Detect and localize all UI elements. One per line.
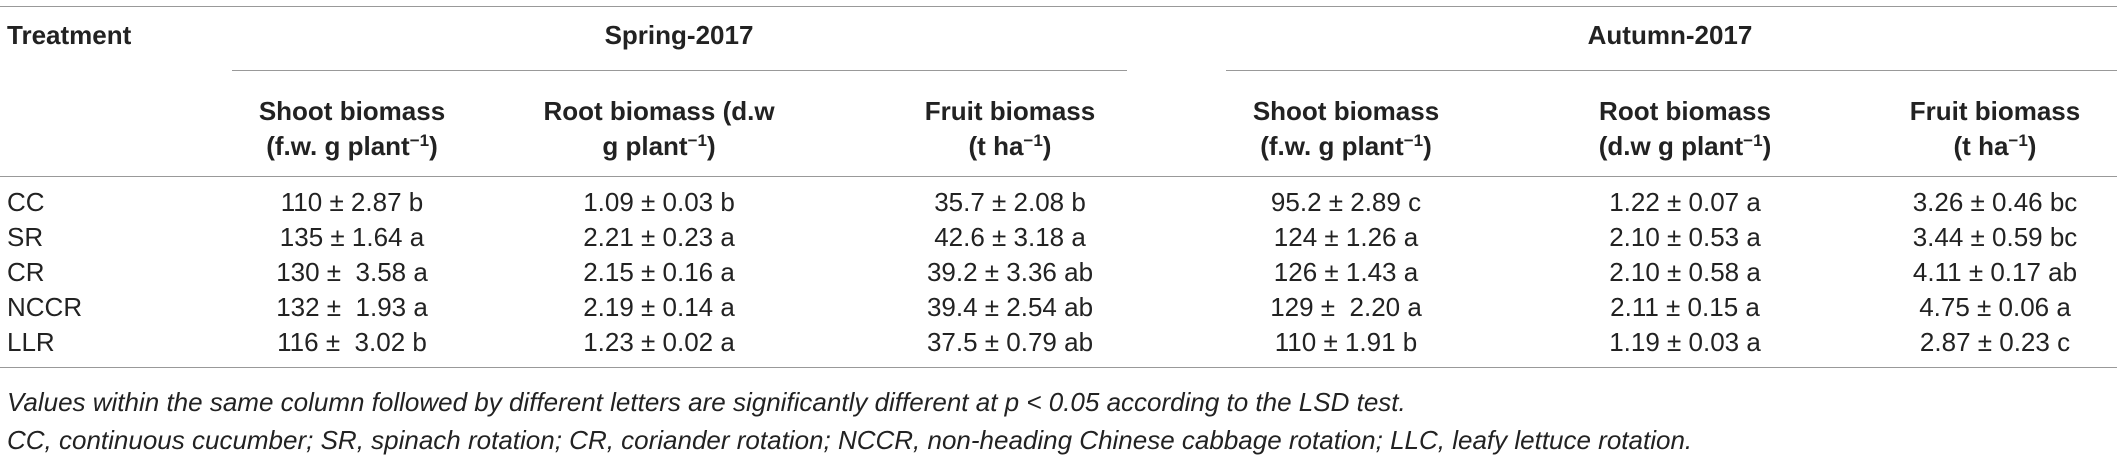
column-header: Shoot biomass	[258, 96, 446, 126]
rule	[1226, 70, 2117, 71]
cell: 1.09 ± 0.03 b	[583, 187, 735, 217]
header-part: )	[1762, 131, 1772, 161]
cell: 42.6 ± 3.18 a	[934, 222, 1086, 252]
cell: 3.26 ± 0.46 bc	[1912, 187, 2078, 217]
cell: 110 ± 1.91 b	[1274, 327, 1418, 357]
row-label: LLR	[7, 327, 55, 357]
column-header: Shoot biomass	[1252, 96, 1440, 126]
header-part: )	[1423, 131, 1432, 161]
column-header: (t ha−1)	[1953, 131, 2037, 161]
rule	[232, 70, 1127, 71]
group-header: Spring-2017	[604, 20, 754, 50]
cell: 110 ± 2.87 b	[280, 187, 424, 217]
header-part: )	[2027, 131, 2037, 161]
header-part: −1	[1743, 131, 1763, 150]
cell: 135 ± 1.64 a	[279, 222, 425, 252]
cell: 2.87 ± 0.23 c	[1919, 327, 2071, 357]
cell: 39.4 ± 2.54 ab	[926, 292, 1094, 322]
column-header: (t ha−1)	[968, 131, 1052, 161]
cell: 129 ± 2.20 a	[1270, 292, 1422, 322]
treatment-header: Treatment	[7, 20, 132, 50]
header-part: −1	[687, 131, 707, 150]
cell: 132 ± 1.93 a	[276, 292, 428, 322]
rule	[0, 367, 2117, 368]
column-header: g plant−1)	[602, 131, 716, 161]
cell: 116 ± 3.02 b	[277, 327, 427, 357]
row-label: CC	[7, 187, 45, 217]
rule	[0, 6, 2117, 7]
cell: 2.15 ± 0.16 a	[583, 257, 735, 287]
cell: 35.7 ± 2.08 b	[934, 187, 1086, 217]
column-header: Fruit biomass	[1909, 96, 2081, 126]
header-part: −1	[1023, 131, 1043, 150]
header-part: )	[1042, 131, 1052, 161]
header-part: )	[706, 131, 716, 161]
cell: 4.11 ± 0.17 ab	[1912, 257, 2078, 287]
header-part: g plant	[602, 131, 688, 161]
cell: 39.2 ± 3.36 ab	[926, 257, 1094, 287]
cell: 95.2 ± 2.89 c	[1270, 187, 1422, 217]
column-header: Fruit biomass	[924, 96, 1096, 126]
header-part: (t ha	[1953, 131, 2009, 161]
column-header: Root biomass	[1599, 96, 1771, 126]
header-part: −1	[1403, 131, 1424, 150]
cell: 2.21 ± 0.23 a	[583, 222, 735, 252]
cell: 4.75 ± 0.06 a	[1919, 292, 2071, 322]
cell: 1.23 ± 0.02 a	[583, 327, 735, 357]
column-header: (d.w g plant−1)	[1598, 131, 1772, 161]
header-part: )	[429, 131, 438, 161]
column-header: Root biomass (d.w	[543, 96, 775, 126]
cell: 130 ± 3.58 a	[276, 257, 428, 287]
column-header: (f.w. g plant−1)	[1260, 131, 1432, 161]
header-part: (f.w. g plant	[1260, 131, 1404, 161]
cell: 2.10 ± 0.53 a	[1609, 222, 1761, 252]
row-label: SR	[7, 222, 44, 252]
header-part: (d.w g plant	[1598, 131, 1744, 161]
row-label: NCCR	[7, 292, 83, 322]
header-part: (f.w. g plant	[266, 131, 410, 161]
column-header: (f.w. g plant−1)	[266, 131, 438, 161]
cell: 2.10 ± 0.58 a	[1609, 257, 1761, 287]
cell: 2.11 ± 0.15 a	[1610, 292, 1760, 322]
rule	[0, 176, 2117, 177]
header-part: (t ha	[968, 131, 1024, 161]
cell: 1.19 ± 0.03 a	[1609, 327, 1761, 357]
header-part: −1	[2008, 131, 2028, 150]
cell: 1.22 ± 0.07 a	[1609, 187, 1761, 217]
footnote: Values within the same column followed b…	[7, 387, 1406, 417]
footnote: CC, continuous cucumber; SR, spinach rot…	[7, 425, 1693, 455]
row-label: CR	[7, 257, 45, 287]
cell: 124 ± 1.26 a	[1273, 222, 1419, 252]
cell: 37.5 ± 0.79 ab	[926, 327, 1094, 357]
cell: 126 ± 1.43 a	[1273, 257, 1419, 287]
cell: 3.44 ± 0.59 bc	[1912, 222, 2078, 252]
header-part: −1	[409, 131, 430, 150]
cell: 2.19 ± 0.14 a	[583, 292, 735, 322]
group-header: Autumn-2017	[1587, 20, 1753, 50]
